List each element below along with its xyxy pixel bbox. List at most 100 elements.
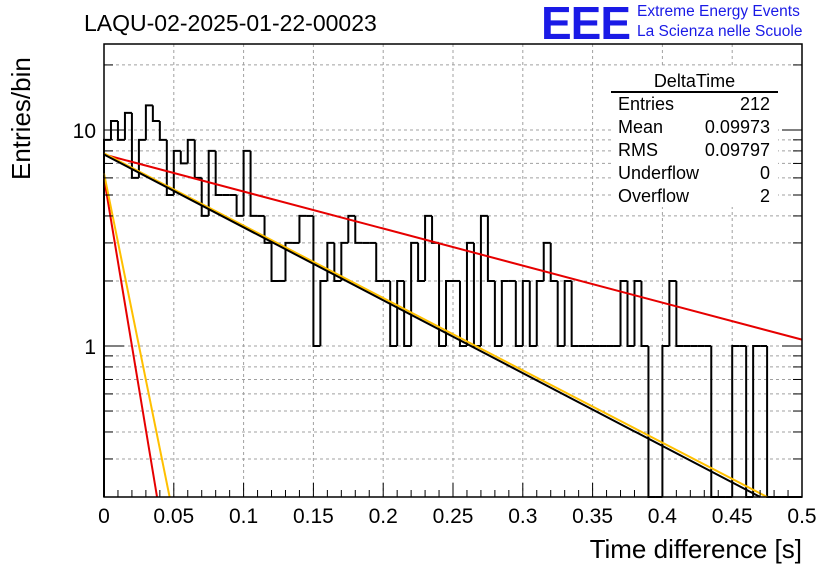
y-tick-label: 1: [84, 336, 96, 359]
histogram-bin: [556, 280, 565, 347]
x-tick-label: 0.2: [369, 505, 398, 528]
histogram-bin: [675, 280, 684, 347]
stats-row-value: 0.09973: [705, 117, 770, 137]
histogram-bin: [249, 150, 258, 217]
histogram-bin: [172, 149, 181, 195]
histogram-bin: [270, 242, 279, 282]
stats-row-label: Underflow: [618, 163, 700, 183]
x-tick-label: 0.25: [433, 505, 474, 528]
histogram-bin: [403, 280, 412, 347]
histogram-bin: [438, 242, 447, 347]
histogram-bin: [417, 242, 426, 282]
histogram-bin: [151, 105, 160, 123]
histogram-bin: [647, 346, 656, 498]
stats-row-value: 2: [760, 186, 770, 206]
histogram-bin: [472, 242, 481, 347]
histogram-bin: [479, 214, 488, 346]
histogram-bin: [298, 214, 307, 243]
histogram-bin: [542, 241, 551, 281]
histogram-bin: [193, 139, 202, 179]
histogram-bin: [514, 280, 523, 347]
histogram-bin: [263, 215, 272, 244]
fit-line-black: [103, 153, 761, 498]
histogram-bin: [235, 195, 244, 217]
histogram-bin: [375, 242, 384, 282]
x-tick-label: 0.35: [572, 505, 613, 528]
histogram-bin: [312, 215, 321, 347]
stats-row-label: Overflow: [618, 186, 690, 206]
histogram-bin: [633, 279, 642, 346]
histogram-bin: [640, 280, 649, 347]
y-axis-label: Entries/bin: [6, 57, 36, 180]
histogram-bin: [445, 279, 453, 346]
histogram-bin: [207, 149, 216, 216]
axis-ticks: 0 0.05 0.1 0.15 0.2 0.25 0.3 0.35 0.4 0.45 0.5 1 10: [73, 64, 817, 528]
histogram-bin: [354, 215, 363, 244]
histogram-bin: [186, 138, 195, 164]
stats-box: DeltaTime Entries 212 Mean 0.09973 RMS 0.0979…: [611, 67, 778, 207]
histogram-bin: [214, 150, 223, 196]
fit-line-red: [103, 177, 159, 498]
eee-logo: EEE Extreme Energy Events La Scienza nel…: [541, 0, 831, 49]
histogram-bin: [570, 280, 579, 347]
histogram-bin: [563, 279, 572, 346]
histogram-bin: [333, 242, 342, 282]
histogram-bin: [200, 177, 209, 217]
histogram-bin: [347, 214, 356, 243]
x-tick-label: 0.05: [153, 505, 194, 528]
stats-row-label: Mean: [618, 117, 663, 137]
histogram-bin: [731, 345, 740, 497]
fit-line-red: [103, 153, 803, 341]
x-tick-label: 0.15: [293, 505, 334, 528]
stats-row-value: 212: [740, 94, 770, 114]
x-tick-label: 0.45: [712, 505, 753, 528]
histogram-bin: [179, 150, 188, 165]
histogram-bin: [752, 345, 761, 497]
axis-labels: Time difference [s] Entries/bin: [6, 57, 802, 564]
histogram-bin: [116, 121, 125, 141]
histogram-bin: [396, 279, 405, 346]
stats-row-value: 0: [760, 163, 770, 183]
logo-line-2: La Scienza nelle Scuole: [637, 23, 803, 40]
histogram-bin: [626, 280, 635, 347]
histogram-bin: [319, 279, 328, 346]
histogram-bin: [500, 279, 509, 346]
histogram-bin: [486, 215, 495, 282]
histogram-bin: [528, 280, 537, 347]
x-tick-label: 0.1: [229, 505, 258, 528]
stats-title: DeltaTime: [654, 71, 735, 91]
logo-line-1: Extreme Energy Events: [637, 3, 800, 20]
fit-line-orange: [103, 152, 768, 498]
x-tick-label: 0.4: [648, 505, 678, 528]
histogram-bin: [158, 121, 167, 141]
histogram-bin: [521, 279, 530, 346]
grid: [104, 44, 802, 498]
histogram-bin: [493, 280, 502, 347]
stats-row-label: RMS: [618, 140, 658, 160]
histogram-bin: [284, 241, 293, 281]
histogram-bin: [661, 345, 670, 497]
histogram-bin: [668, 279, 677, 346]
histogram-bin: [619, 279, 628, 346]
stats-row-value: 0.09797: [705, 140, 770, 160]
histogram-bin: [549, 242, 558, 282]
histogram-bin: [340, 241, 349, 281]
stats-rows: Entries 212 Mean 0.09973 RMS 0.09797Underflow…: [618, 94, 770, 206]
histogram-bin: [410, 241, 419, 346]
x-tick-label: 0.3: [508, 505, 537, 528]
x-tick-label: 0: [98, 505, 110, 528]
histogram-bin: [535, 279, 544, 346]
fit-lines: [103, 152, 803, 498]
stats-row-label: Entries: [618, 94, 674, 114]
histogram-bin: [130, 112, 139, 179]
x-tick-label: 0.5: [787, 505, 816, 528]
stats-background: [611, 67, 778, 207]
histogram-bin: [458, 280, 467, 347]
y-tick-label: 10: [73, 120, 96, 143]
logo-mark: EEE: [541, 0, 631, 49]
histogram-bin: [766, 346, 775, 498]
histogram-bin: [465, 241, 474, 346]
x-axis-label: Time difference [s]: [590, 534, 802, 564]
histogram-bin: [389, 280, 398, 347]
